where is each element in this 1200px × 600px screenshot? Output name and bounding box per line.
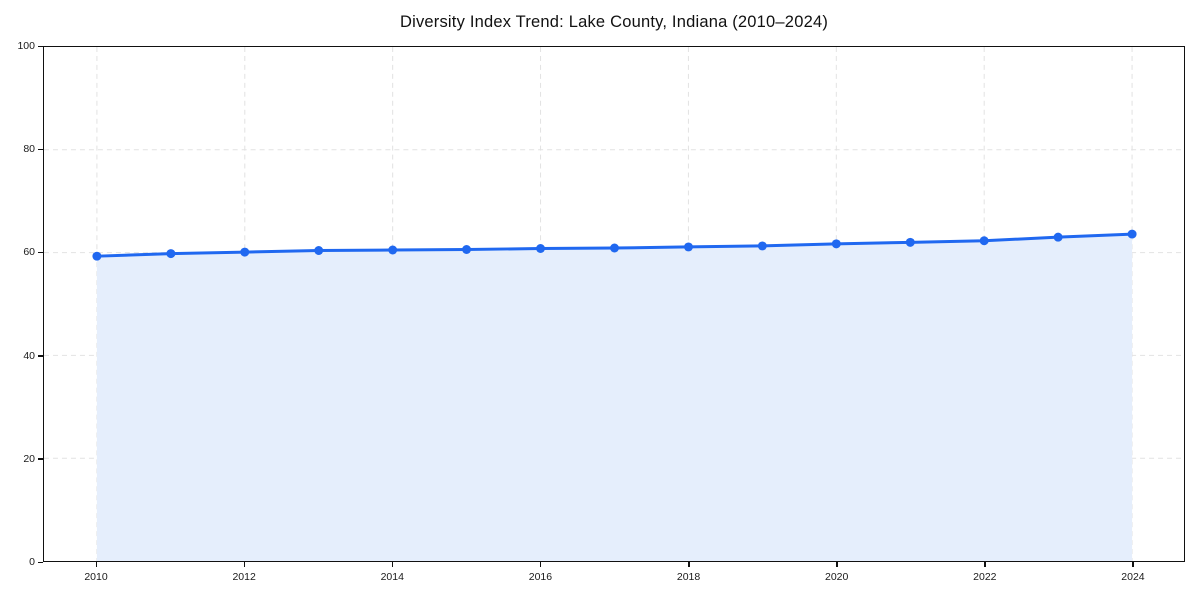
data-point-marker [166, 249, 176, 259]
x-axis-tick [539, 562, 542, 567]
y-axis-tick-label: 80 [23, 143, 35, 156]
y-axis-tick [38, 45, 43, 47]
x-axis-tick [243, 562, 246, 567]
x-axis-tick-label: 2014 [380, 571, 404, 583]
data-point-marker [905, 237, 915, 247]
data-point-marker [683, 242, 693, 252]
x-axis-tick-label: 2010 [84, 571, 108, 583]
x-axis-tick [688, 562, 690, 567]
y-axis-tick-label: 100 [17, 40, 35, 52]
data-point-marker [831, 239, 841, 249]
data-point-marker [92, 251, 102, 261]
y-axis-tick-label: 40 [23, 349, 35, 362]
area-fill [96, 234, 1133, 561]
y-axis-tick-label: 60 [23, 246, 35, 259]
x-axis-tick [984, 562, 986, 567]
x-axis-tick-label: 2016 [528, 571, 553, 583]
plot-area [43, 46, 1185, 562]
x-axis-tick [391, 562, 394, 567]
data-point-marker [240, 247, 250, 257]
y-axis-tick-label: 20 [23, 452, 35, 465]
y-axis-tick-label: 0 [29, 556, 35, 568]
x-axis-tick-label: 2020 [825, 571, 849, 583]
data-point-marker [979, 236, 989, 246]
x-axis-tick [95, 562, 97, 567]
x-axis-tick-label: 2022 [973, 571, 997, 583]
data-point-marker [536, 244, 546, 253]
chart-title: Diversity Index Trend: Lake County, Indi… [399, 13, 829, 31]
y-axis-tick [38, 561, 43, 563]
y-axis-tick [38, 148, 43, 151]
x-axis-tick-label: 2012 [232, 571, 256, 583]
data-point-marker [314, 246, 324, 255]
y-axis-tick [38, 355, 43, 357]
data-point-marker [1053, 232, 1063, 242]
data-point-marker [757, 241, 767, 251]
data-point-marker [388, 245, 398, 255]
data-point-marker [1127, 229, 1137, 239]
x-axis-tick-label: 2024 [1121, 571, 1145, 583]
data-point-marker [610, 243, 619, 253]
x-axis-tick-label: 2018 [676, 571, 701, 583]
x-axis-tick [836, 562, 838, 567]
data-point-marker [462, 245, 472, 254]
y-axis-tick [38, 251, 43, 254]
chart-canvas [44, 47, 1184, 561]
y-axis-tick [38, 458, 43, 460]
x-axis-tick [1132, 562, 1134, 567]
